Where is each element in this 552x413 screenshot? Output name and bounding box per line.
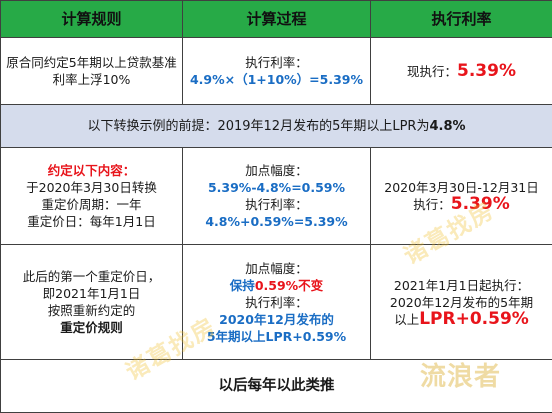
row1-rule: 原合同约定5年期以上贷款基准利率上浮10% <box>0 37 183 105</box>
row1-process-value: 4.9%×（1+10%）=5.39% <box>189 72 364 87</box>
row3-rate-value: LPR+0.59% <box>419 308 529 329</box>
row2-rule: 约定以下内容： 于2020年3月30日转换 重定价周期：一年 重定价日：每年1月… <box>0 147 183 245</box>
row1-process-label: 执行利率： <box>245 55 308 70</box>
row3-process-value2b: 5年期以上LPR+0.59% <box>206 328 347 344</box>
row1-rule-text: 原合同约定5年期以上贷款基准利率上浮10% <box>6 55 177 87</box>
row3-rate-line1: 2021年1月1日起执行： <box>393 277 530 293</box>
footer-row: 以后每年以此类推 <box>0 359 552 413</box>
row3-rate: 2021年1月1日起执行： 2020年12月发布的5年期 以上LPR+0.59% <box>370 244 552 360</box>
header-process: 计算过程 <box>182 0 371 38</box>
row3-rule-line1: 此后的第一个重定价日， <box>22 269 161 284</box>
row3-rule-line3: 按照重新约定的 <box>47 303 136 318</box>
row3-rule-line4: 重定价规则 <box>60 320 123 335</box>
row2-process-value2: 4.8%+0.59%=5.39% <box>205 214 348 229</box>
row1-rate-value: 5.39% <box>457 60 516 81</box>
table-row: 此后的第一个重定价日， 即2021年1月1日 按照重新约定的 重定价规则 加点幅… <box>0 244 552 360</box>
row3-process-label1: 加点幅度： <box>245 260 308 276</box>
row3-process-label2: 执行利率： <box>245 294 308 310</box>
premise-band: 以下转换示例的前提：2019年12月发布的5年期以上LPR为4.8% <box>0 104 552 148</box>
row3-rate-prefix: 以上 <box>394 311 420 327</box>
header-rate: 执行利率 <box>370 0 552 38</box>
row2-rate-period: 2020年3月30日-12月31日 <box>384 180 539 195</box>
premise-band-row: 以下转换示例的前提：2019年12月发布的5年期以上LPR为4.8% <box>0 104 552 148</box>
premise-text: 以下转换示例的前提：2019年12月发布的5年期以上LPR为 <box>87 118 430 134</box>
row2-process: 加点幅度： 5.39%-4.8%=0.59% 执行利率： 4.8%+0.59%=… <box>182 147 371 245</box>
row2-rule-line2: 重定价周期：一年 <box>41 197 142 212</box>
row2-rate: 2020年3月30日-12月31日 执行：5.39% <box>370 147 552 245</box>
row3-process-keep: 保持 <box>229 277 255 293</box>
footer-note: 以后每年以此类推 <box>0 359 552 413</box>
row1-rate-label: 现执行： <box>407 63 458 79</box>
header-rule: 计算规则 <box>0 0 183 38</box>
row3-rule-line2: 即2021年1月1日 <box>42 286 141 301</box>
row3-process-keep-value: 0.59%不变 <box>254 277 324 293</box>
row2-rate-label: 执行： <box>413 197 451 212</box>
row1-rate: 现执行：5.39% <box>370 37 552 105</box>
row1-process: 执行利率： 4.9%×（1+10%）=5.39% <box>182 37 371 105</box>
row2-process-label2: 执行利率： <box>245 197 308 212</box>
row3-rate-line2: 2020年12月发布的5年期 <box>389 294 534 310</box>
row2-rule-title: 约定以下内容： <box>47 163 136 178</box>
premise-lpr-value: 4.8% <box>429 118 466 134</box>
row3-process: 加点幅度： 保持0.59%不变 执行利率： 2020年12月发布的 5年期以上L… <box>182 244 371 360</box>
table-row: 约定以下内容： 于2020年3月30日转换 重定价周期：一年 重定价日：每年1月… <box>0 147 552 245</box>
header-row: 计算规则 计算过程 执行利率 <box>0 0 552 38</box>
row2-rule-line3: 重定价日：每年1月1日 <box>27 214 156 229</box>
row3-process-value2a: 2020年12月发布的 <box>219 311 334 327</box>
row2-process-label1: 加点幅度： <box>245 163 308 178</box>
row2-process-value1: 5.39%-4.8%=0.59% <box>207 180 346 195</box>
row2-rule-line1: 于2020年3月30日转换 <box>26 180 157 195</box>
table-row: 原合同约定5年期以上贷款基准利率上浮10% 执行利率： 4.9%×（1+10%）… <box>0 37 552 105</box>
row2-rate-value: 5.39% <box>450 194 510 214</box>
row3-rule: 此后的第一个重定价日， 即2021年1月1日 按照重新约定的 重定价规则 <box>0 244 183 360</box>
